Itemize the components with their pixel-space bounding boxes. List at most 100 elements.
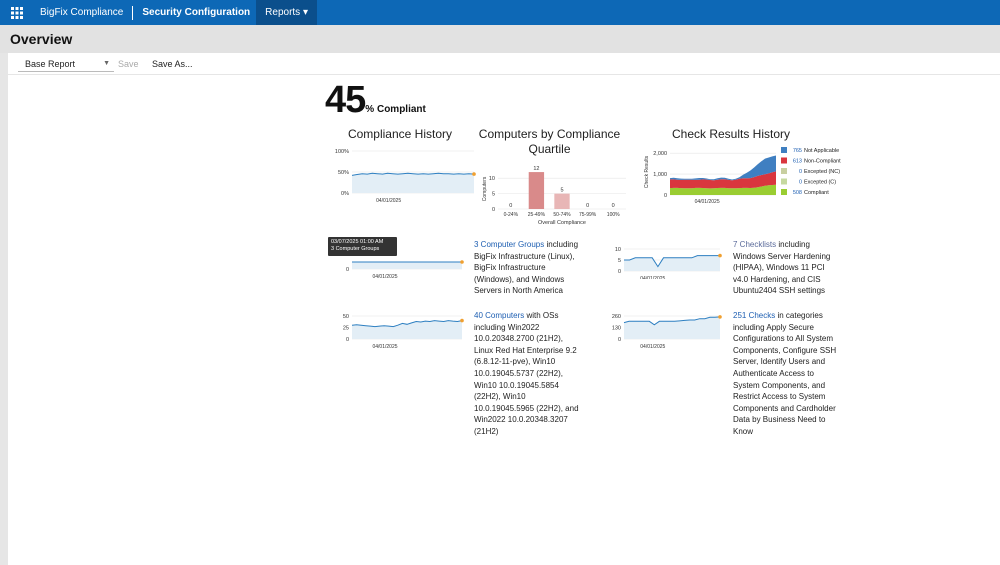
data-label: 0 (612, 203, 615, 209)
app-launcher-button[interactable] (0, 0, 34, 25)
checks-chart[interactable]: 260 130 0 04/01/2025 (598, 310, 728, 350)
latest-point (472, 172, 476, 176)
y-tick-label: 0 (664, 193, 667, 199)
area-not-applicable (670, 155, 776, 181)
checklists-text: including Windows Server Hardening (HIPA… (733, 240, 831, 296)
y-tick-label: 0% (341, 191, 349, 197)
legend-label: Non-Compliant (804, 159, 841, 165)
y-tick-label: 0 (346, 267, 349, 273)
y-tick-label: 5 (492, 192, 495, 198)
tooltip-date: 03/07/2025 01:00 AM (331, 239, 384, 245)
legend-value: 0 (799, 180, 802, 186)
x-tick-label: 25-49% (528, 212, 546, 218)
bar (554, 193, 570, 209)
report-select[interactable]: Base Report ▼ (18, 56, 114, 72)
compliance-unit: % (365, 104, 375, 115)
grid-icon (11, 6, 23, 19)
brand-link[interactable]: BigFix Compliance (40, 7, 124, 18)
x-tick-label: 100% (607, 212, 620, 218)
x-tick-label: 04/01/2025 (640, 344, 665, 350)
report-toolbar: Base Report ▼ Save Save As... (8, 53, 1000, 75)
y-tick-label: 10 (489, 176, 495, 182)
y-tick-label: 25 (343, 326, 349, 332)
area-fill (352, 173, 474, 193)
series-line (624, 255, 720, 268)
compliance-history-title: Compliance History (347, 127, 453, 141)
data-label: 12 (533, 166, 539, 172)
area-compliant (670, 184, 776, 195)
legend-label: Excepted (C) (804, 180, 836, 186)
data-label: 0 (509, 203, 512, 209)
y-axis-label: Check Results (644, 155, 650, 188)
series-line (351, 320, 463, 328)
legend-label: Excepted (NC) (804, 169, 840, 175)
x-tick-label: 04/01/2025 (640, 276, 665, 279)
compliance-percent: 45 (325, 79, 366, 121)
save-button[interactable]: Save (118, 59, 139, 69)
chevron-down-icon: ▼ (103, 60, 110, 67)
area-fill (624, 316, 720, 339)
checks-text: in categories including Apply Secure Con… (733, 311, 837, 436)
y-tick-label: 5 (618, 258, 621, 264)
tooltip-value: 3 Computer Groups (331, 246, 380, 252)
legend-swatch (781, 147, 787, 153)
computers-link[interactable]: 40 Computers (474, 311, 525, 320)
check-results-title: Check Results History (671, 127, 791, 141)
compliance-history-chart: 100% 50% 0% 04/01/2025 (335, 149, 476, 204)
legend-swatch (781, 189, 787, 195)
legend-swatch (781, 178, 787, 185)
quartile-bar-chart: 10 5 0 0 0-24% 12 25-49% 5 50-74% 0 75-99% 0 100% Ove… (482, 166, 626, 226)
x-tick-label: 04/01/2025 (376, 198, 401, 204)
legend-swatch (781, 168, 787, 174)
y-tick-label: 0 (618, 269, 621, 275)
checks-link[interactable]: 251 Checks (733, 311, 776, 320)
legend-value: 0 (799, 169, 802, 175)
site-link[interactable]: Security Configuration (142, 7, 251, 18)
data-label: 0 (586, 203, 589, 209)
nav-separator (132, 5, 134, 20)
checklists-summary: 7 Checklists including Windows Server Ha… (733, 239, 841, 297)
y-tick-label: 50% (338, 170, 349, 176)
x-tick-label: 04/01/2025 (372, 344, 397, 350)
main-panel: Base Report ▼ Save Save As... 45% Compli… (8, 53, 1000, 565)
checklists-link[interactable]: 7 Checklists (733, 240, 777, 249)
series-line (623, 316, 721, 326)
latest-point (718, 315, 722, 319)
x-tick-label: 75-99% (579, 212, 597, 218)
computers-text: with OSs including Win2022 10.0.20348.27… (474, 311, 579, 436)
reports-menu[interactable]: Reports ▾ (256, 0, 317, 25)
page-title: Overview (10, 31, 73, 47)
x-tick-label: 04/01/2025 (372, 274, 397, 279)
y-axis-label: Computers (482, 176, 488, 201)
legend-value: 508 (793, 190, 802, 196)
computers-summary: 40 Computers with OSs including Win2022 … (474, 310, 582, 438)
area-fill (352, 320, 462, 339)
computer-groups-chart[interactable]: 0 04/01/2025 (328, 243, 468, 279)
quartile-title: Computers by Compliance Quartile (478, 127, 621, 156)
y-tick-label: 100% (335, 149, 349, 155)
y-tick-label: 130 (612, 326, 621, 332)
computer-groups-text: including BigFix Infrastructure (Linux),… (474, 240, 579, 296)
save-as-button[interactable]: Save As... (152, 59, 193, 69)
legend-swatch (781, 157, 787, 164)
report-select-value: Base Report (25, 59, 76, 69)
x-tick-label: 0-24% (504, 212, 519, 218)
latest-point (460, 260, 464, 264)
y-tick-label: 2,000 (653, 151, 667, 157)
bar (528, 172, 545, 209)
checklists-chart[interactable]: 10 5 0 04/01/2025 (598, 243, 728, 279)
series-line (351, 172, 475, 176)
y-tick-label: 260 (612, 314, 621, 320)
y-tick-label: 0 (618, 337, 621, 343)
computer-groups-link[interactable]: 3 Computer Groups (474, 240, 545, 249)
compliance-summary: 45% Compliant (325, 79, 426, 122)
legend-label: Not Applicable (804, 148, 839, 154)
latest-point (718, 253, 722, 258)
check-results-chart: 2,000 1,000 0 Check Results 04/01/2025 765 Not… (644, 147, 841, 205)
computers-chart[interactable]: 50 25 0 04/01/2025 (328, 310, 468, 350)
y-tick-label: 1,000 (653, 172, 667, 178)
y-tick-label: 0 (346, 337, 349, 343)
page-header: Overview (0, 25, 1000, 53)
area-fill (624, 255, 720, 271)
legend-label: Compliant (804, 190, 829, 196)
